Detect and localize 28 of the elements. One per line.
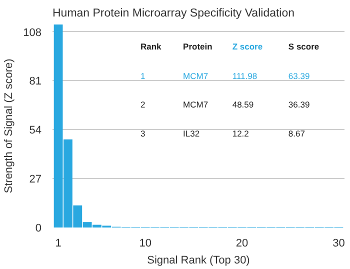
annotation: Protein — [183, 42, 212, 52]
annotation: Z score — [232, 42, 263, 52]
annotation: 48.59 — [232, 100, 254, 110]
annotation: 36.39 — [288, 100, 310, 110]
x-axis-title: Signal Rank (Top 30) — [147, 254, 250, 266]
y-tick-label: 108 — [23, 26, 42, 39]
x-tick-label: 20 — [236, 238, 248, 250]
annotation: Rank — [140, 42, 162, 52]
y-tick-label: 81 — [29, 76, 42, 88]
annotation: 2 — [140, 100, 146, 110]
x-tick-label: 10 — [139, 238, 152, 250]
y-tick-label: 27 — [29, 174, 42, 186]
annotation: 1 — [140, 71, 146, 82]
chart-title: Human Protein Microarray Specificity Validation — [52, 8, 295, 20]
y-axis-title: Strength of Signal (Z score) — [3, 58, 16, 194]
annotation: 63.39 — [288, 71, 310, 82]
annotation: MCM7 — [183, 71, 208, 82]
annotation: IL32 — [183, 128, 200, 138]
annotation: 8.67 — [288, 128, 306, 138]
annotation: MCM7 — [183, 100, 208, 110]
annotation: 111.98 — [232, 71, 258, 82]
annotation: 3 — [140, 128, 146, 138]
x-tick-label: 1 — [55, 238, 62, 250]
y-tick-label: 54 — [29, 124, 42, 137]
annotation: 12.2 — [232, 128, 250, 138]
y-tick-label: 0 — [35, 222, 42, 234]
x-tick-label: 30 — [332, 238, 345, 250]
annotation: S score — [288, 42, 320, 52]
